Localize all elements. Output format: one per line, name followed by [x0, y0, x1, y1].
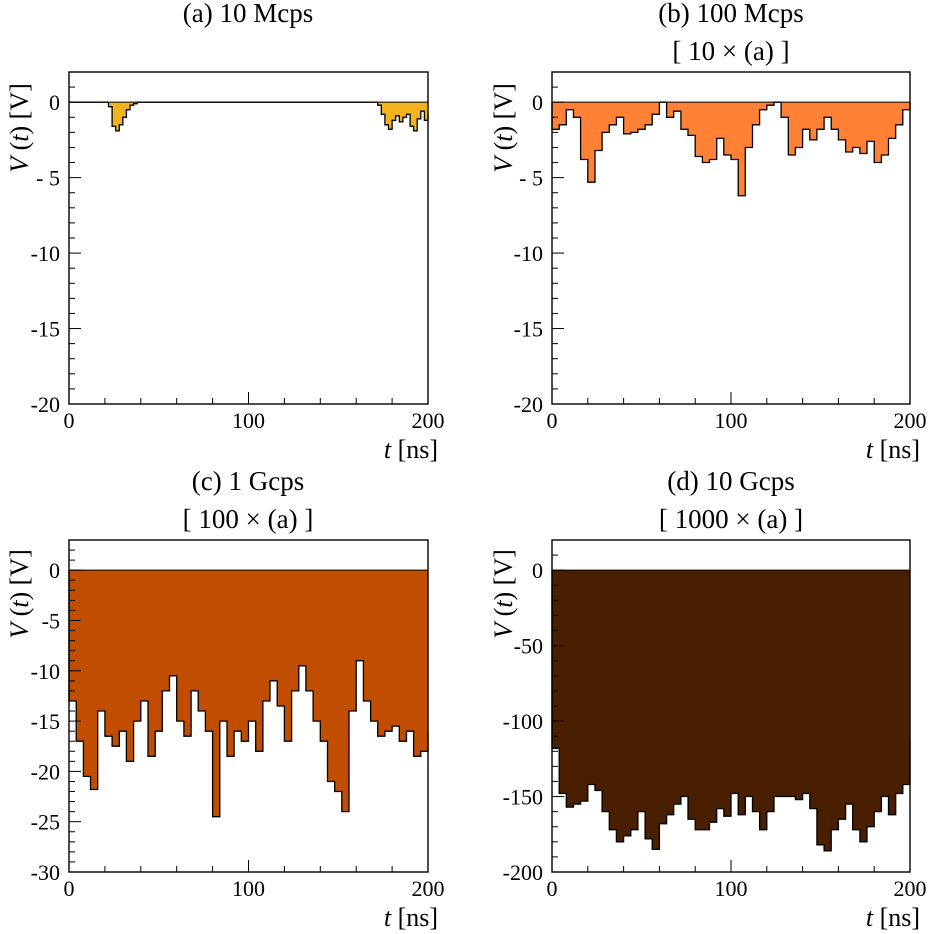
- y-tick-label: 0: [532, 558, 543, 583]
- x-axis-variable: t: [384, 903, 392, 932]
- y-axis-label: V (t) [V]: [489, 83, 518, 173]
- y-tick-label: -10: [31, 241, 60, 266]
- y-tick-label: -50: [514, 634, 543, 659]
- y-tick-label: -15: [31, 709, 60, 734]
- panel-subtitle: [ 1000 × (a) ]: [659, 504, 803, 534]
- y-axis-paren-open: (: [5, 142, 34, 157]
- y-axis-paren-close: ): [489, 585, 518, 600]
- y-axis-paren-open: (: [489, 142, 518, 157]
- y-tick-label: -25: [31, 810, 60, 835]
- x-tick-label: 100: [232, 876, 265, 901]
- y-axis-label: V (t) [V]: [5, 549, 34, 639]
- signal-outline: [68, 570, 429, 818]
- y-tick-label: -5: [42, 608, 60, 633]
- x-tick-label: 200: [894, 876, 927, 901]
- x-axis-unit: [ns]: [873, 435, 920, 464]
- y-axis-unit: [V]: [489, 549, 518, 585]
- x-tick-label: 0: [547, 408, 558, 433]
- x-axis-unit: [ns]: [873, 903, 920, 932]
- x-axis-label: t [ns]: [866, 435, 920, 464]
- x-axis-label: t [ns]: [384, 435, 438, 464]
- panel-title: (b) 100 Mcps: [658, 0, 803, 28]
- y-axis-unit: [V]: [489, 83, 518, 119]
- y-axis-variable: V: [5, 620, 34, 639]
- x-axis-unit: [ns]: [391, 903, 438, 932]
- panel-d: (d) 10 Gcps [ 1000 × (a) ] 0 100 200 0 -50 -100…: [489, 466, 927, 932]
- panel-a: (a) 10 Mcps 0 100 200 0 - 5 -10 -15 -20 t [ns] V (…: [5, 0, 445, 464]
- y-axis-variable: V: [5, 154, 34, 173]
- y-tick-label: -150: [503, 785, 543, 810]
- y-tick-label: -10: [31, 659, 60, 684]
- y-axis-argument: t: [5, 134, 34, 142]
- x-axis-variable: t: [866, 903, 874, 932]
- x-tick-label: 200: [894, 408, 927, 433]
- signal-area: [69, 570, 428, 817]
- x-tick-label: 100: [232, 408, 265, 433]
- x-axis-variable: t: [866, 435, 874, 464]
- y-axis-unit: [V]: [5, 83, 34, 119]
- panel-title: (d) 10 Gcps: [667, 466, 794, 496]
- y-tick-label: -100: [503, 709, 543, 734]
- y-tick-label: - 5: [36, 166, 60, 191]
- y-axis-variable: V: [489, 154, 518, 173]
- y-axis-variable: V: [489, 620, 518, 639]
- y-axis-paren-close: ): [5, 119, 34, 134]
- y-tick-label: -10: [514, 241, 543, 266]
- x-axis-variable: t: [384, 435, 392, 464]
- x-axis-label: t [ns]: [384, 903, 438, 932]
- y-tick-label: - 5: [519, 166, 543, 191]
- y-axis-unit: [V]: [5, 549, 34, 585]
- y-axis-argument: t: [489, 600, 518, 608]
- panel-subtitle: [ 10 × (a) ]: [672, 36, 789, 66]
- y-axis-argument: t: [5, 600, 34, 608]
- y-tick-label: -15: [31, 317, 60, 342]
- x-tick-label: 0: [547, 876, 558, 901]
- y-tick-label: 0: [49, 90, 60, 115]
- signal-area: [552, 570, 910, 851]
- x-axis-unit: [ns]: [391, 435, 438, 464]
- panel-c: (c) 1 Gcps [ 100 × (a) ] 0 100 200 0 -5 -10 -15 -…: [5, 466, 445, 932]
- signal-outline: [551, 101, 911, 197]
- x-tick-label: 0: [64, 876, 75, 901]
- y-tick-label: -20: [31, 392, 60, 417]
- panel-title: (a) 10 Mcps: [183, 0, 313, 28]
- y-tick-label: -20: [31, 759, 60, 784]
- signal-outline: [69, 101, 429, 132]
- y-tick-label: 0: [49, 558, 60, 583]
- signal-outline: [551, 570, 911, 852]
- panel-title: (c) 1 Gcps: [192, 466, 304, 496]
- x-tick-label: 100: [715, 408, 748, 433]
- y-axis-argument: t: [489, 134, 518, 142]
- x-tick-label: 200: [412, 876, 445, 901]
- y-tick-label: -200: [503, 860, 543, 885]
- x-tick-label: 200: [412, 408, 445, 433]
- y-tick-label: -30: [31, 860, 60, 885]
- signal-area: [552, 102, 910, 196]
- y-tick-label: -20: [514, 392, 543, 417]
- x-axis-label: t [ns]: [866, 903, 920, 932]
- panel-b: (b) 100 Mcps [ 10 × (a) ] 0 100 200 0 - 5 -10 -1…: [489, 0, 927, 464]
- panel-subtitle: [ 100 × (a) ]: [183, 504, 314, 534]
- y-axis-label: V (t) [V]: [489, 549, 518, 639]
- x-tick-label: 0: [64, 408, 75, 433]
- signal-area: [69, 102, 428, 131]
- y-axis-paren-close: ): [489, 119, 518, 134]
- y-axis-paren-open: (: [489, 608, 518, 623]
- y-tick-label: 0: [532, 90, 543, 115]
- x-tick-label: 100: [715, 876, 748, 901]
- y-tick-label: -15: [514, 317, 543, 342]
- y-axis-paren-open: (: [5, 608, 34, 623]
- y-axis-label: V (t) [V]: [5, 83, 34, 173]
- y-axis-paren-close: ): [5, 585, 34, 600]
